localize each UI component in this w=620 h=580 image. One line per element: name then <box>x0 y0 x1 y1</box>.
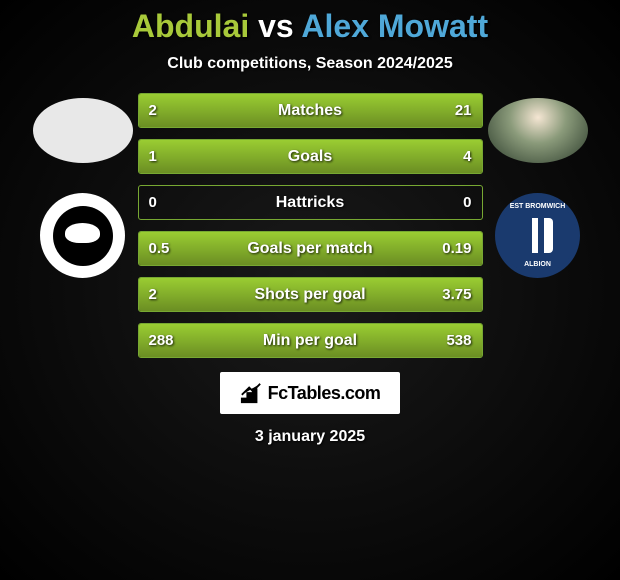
stat-bar: 2Matches21 <box>138 93 483 128</box>
left-column <box>28 93 138 278</box>
player1-club-logo <box>40 193 125 278</box>
stat-value-right: 21 <box>455 102 472 119</box>
stat-value-right: 0.19 <box>442 240 471 257</box>
stat-bar: 288Min per goal538 <box>138 323 483 358</box>
title: Abdulai vs Alex Mowatt <box>132 8 488 45</box>
stat-bar: 1Goals4 <box>138 139 483 174</box>
stat-label: Hattricks <box>139 194 482 212</box>
footer: FcTables.com 3 january 2025 <box>220 372 401 446</box>
right-column: EST BROMWICH ALBION <box>483 93 593 278</box>
subtitle: Club competitions, Season 2024/2025 <box>167 55 452 73</box>
brand-box: FcTables.com <box>220 372 401 414</box>
club-logo-text-top: EST BROMWICH <box>499 203 576 210</box>
club-logo-text-bottom: ALBION <box>499 261 576 268</box>
stat-label: Shots per goal <box>139 286 482 304</box>
player2-name: Alex Mowatt <box>301 8 488 44</box>
date: 3 january 2025 <box>255 428 365 446</box>
stat-value-right: 0 <box>463 194 471 211</box>
stat-value-right: 3.75 <box>442 286 471 303</box>
brand-chart-icon <box>240 382 262 404</box>
comparison-infographic: Abdulai vs Alex Mowatt Club competitions… <box>0 0 620 446</box>
stat-bar: 0.5Goals per match0.19 <box>138 231 483 266</box>
brand-text: FcTables.com <box>268 383 381 404</box>
player1-photo <box>33 98 133 163</box>
player2-photo <box>488 98 588 163</box>
vs-separator: vs <box>258 8 294 44</box>
stat-label: Matches <box>139 102 482 120</box>
player2-club-logo: EST BROMWICH ALBION <box>495 193 580 278</box>
stat-value-right: 4 <box>463 148 471 165</box>
stat-value-right: 538 <box>446 332 471 349</box>
stats-column: 2Matches21 1Goals4 0Hattricks0 0.5Goals per… <box>138 93 483 358</box>
stat-label: Goals per match <box>139 240 482 258</box>
stat-bar: 0Hattricks0 <box>138 185 483 220</box>
player1-name: Abdulai <box>132 8 249 44</box>
stat-label: Min per goal <box>139 332 482 350</box>
main-row: 2Matches21 1Goals4 0Hattricks0 0.5Goals per… <box>0 93 620 358</box>
stat-label: Goals <box>139 148 482 166</box>
stat-bar: 2Shots per goal3.75 <box>138 277 483 312</box>
